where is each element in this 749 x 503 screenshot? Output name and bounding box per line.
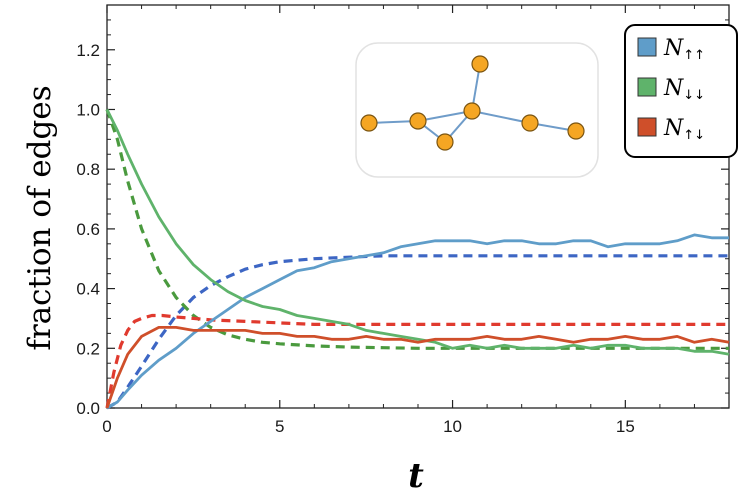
legend-label: N↑↓ (663, 116, 705, 143)
legend-items: N↑↑ N↓↓ N↑↓ (637, 36, 705, 143)
x-tick-label: 0 (102, 417, 111, 436)
x-axis-title: t (408, 456, 424, 496)
inset-node (471, 55, 489, 73)
y-tick-label: 1.2 (76, 41, 100, 60)
inset-nodes (360, 55, 585, 151)
theory-line (105, 108, 729, 350)
x-tick-label: 5 (275, 417, 284, 436)
x-tick-label: 15 (616, 417, 635, 436)
y-tick-label: 1.0 (76, 100, 100, 119)
inset-edge (471, 110, 531, 124)
y-tick-label: 0.0 (76, 399, 100, 418)
inset-graph (355, 42, 599, 178)
y-tick-label: 0.4 (76, 280, 100, 299)
simulation-line (106, 233, 729, 410)
inset-node (567, 122, 585, 140)
legend: N↑↑ N↓↓ N↑↓ (624, 24, 738, 158)
y-tick-label: 0.8 (76, 160, 100, 179)
simulation-line (105, 108, 730, 356)
legend-swatch (637, 117, 657, 137)
y-tick-label: 0.2 (76, 339, 100, 358)
legend-label: N↓↓ (663, 76, 705, 103)
legend-swatch (637, 37, 657, 57)
x-tick-label: 10 (443, 417, 462, 436)
inset-node (436, 133, 454, 151)
theory-line (105, 313, 729, 409)
series-layer (105, 108, 730, 410)
tick-marks (106, 5, 730, 409)
simulation-line (105, 325, 730, 409)
legend-swatch (637, 77, 657, 97)
legend-label: N↑↑ (663, 36, 705, 63)
inset-edge (417, 110, 473, 122)
inset-node (521, 114, 539, 132)
tick-labels: 0 5 10 15 0.0 0.2 0.4 0.6 0.8 1.0 1.2 (76, 41, 634, 436)
y-tick-label: 0.6 (76, 220, 100, 239)
y-axis-title: fraction of edges (22, 85, 58, 350)
theory-line (106, 254, 729, 410)
inset-node (409, 112, 427, 130)
inset-node (463, 102, 481, 120)
inset-node (360, 114, 378, 132)
